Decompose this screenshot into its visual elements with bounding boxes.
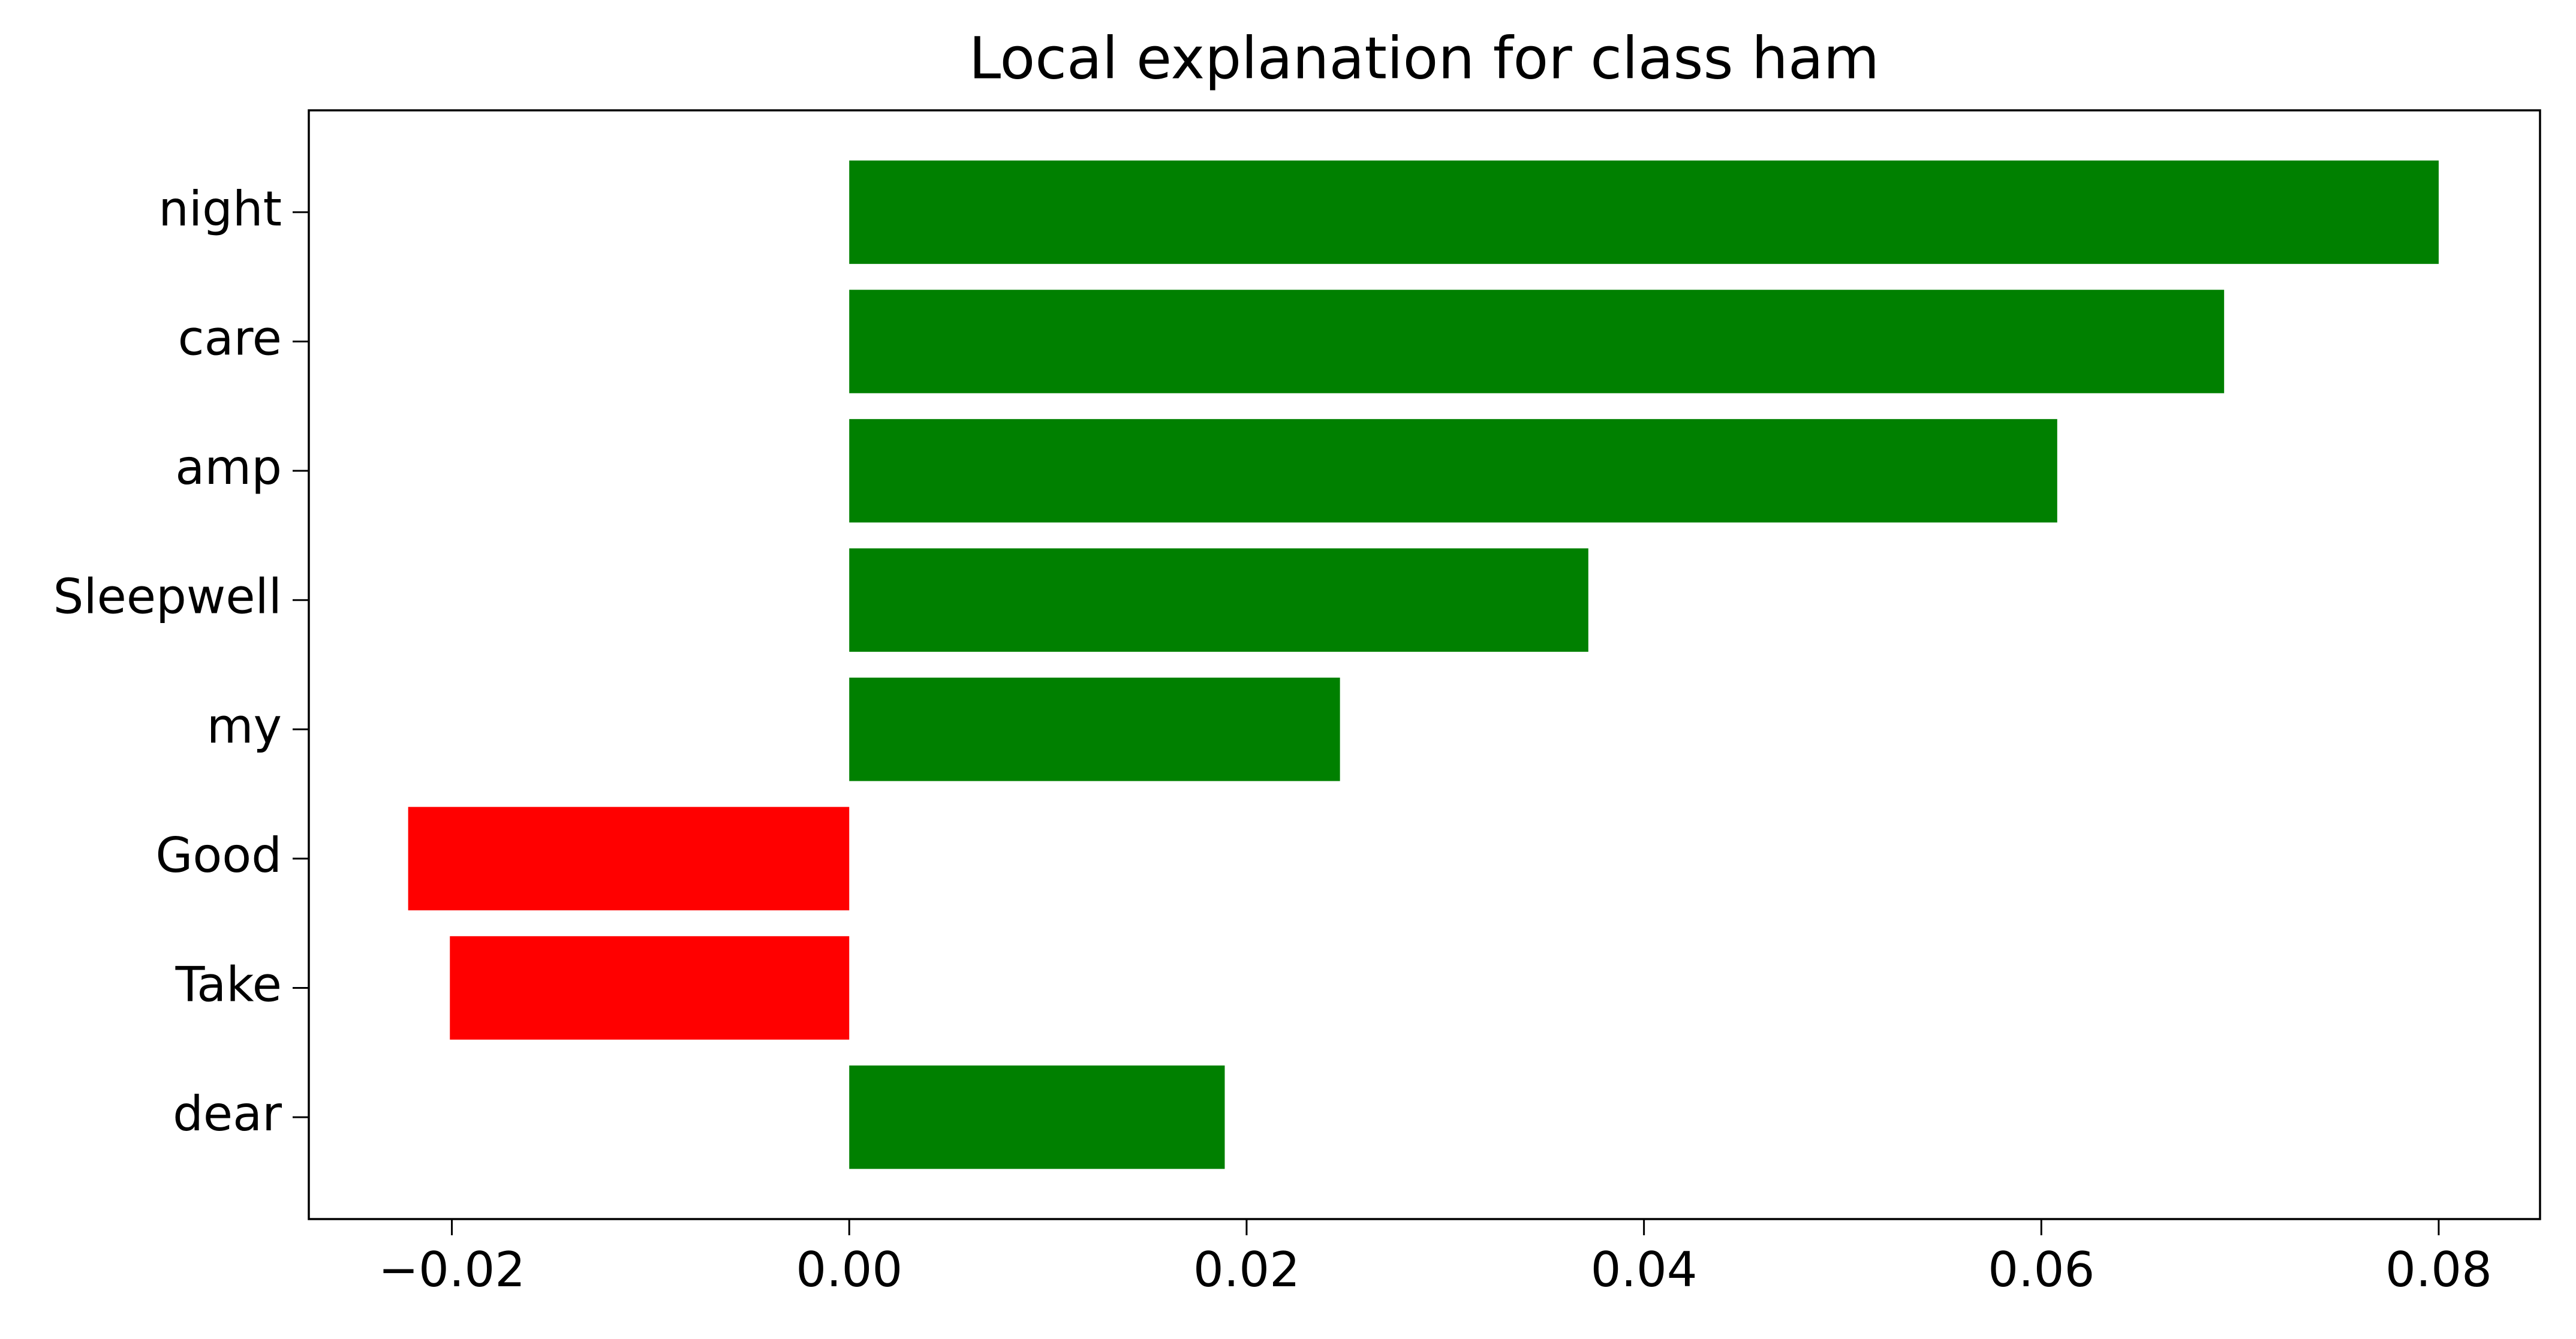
bar [450, 936, 850, 1040]
bar [849, 160, 2439, 264]
bar [408, 807, 850, 911]
chart-title: Local explanation for class ham [969, 25, 1880, 92]
x-tick-label: −0.02 [378, 1242, 525, 1298]
x-tick-label: 0.06 [1988, 1242, 2094, 1298]
bar [849, 548, 1588, 652]
y-tick-label: night [158, 181, 282, 237]
y-tick-label: Sleepwell [53, 569, 282, 625]
y-tick-label: dear [173, 1086, 282, 1142]
y-tick-label: amp [175, 440, 282, 495]
x-tick-label: 0.04 [1591, 1242, 1698, 1298]
x-tick-label: 0.02 [1193, 1242, 1300, 1298]
bar [849, 678, 1340, 781]
bar [849, 1065, 1225, 1169]
y-tick-label: Take [175, 956, 282, 1012]
y-tick-label: Good [155, 828, 282, 883]
bar [849, 290, 2225, 393]
bar [849, 419, 2057, 523]
x-tick-label: 0.08 [2385, 1242, 2492, 1298]
y-tick-label: my [207, 698, 282, 754]
y-tick-label: care [178, 310, 282, 366]
x-tick-label: 0.00 [796, 1242, 902, 1298]
plot-frame [308, 109, 2541, 1220]
